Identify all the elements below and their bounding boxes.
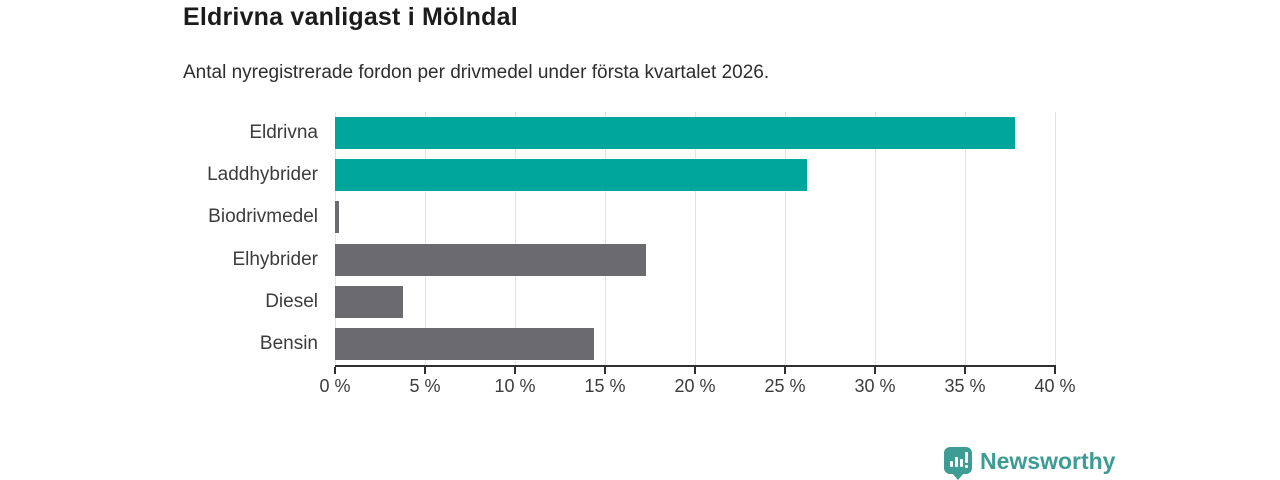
gridline: [605, 112, 606, 365]
category-label: Laddhybrider: [207, 164, 318, 186]
x-axis-tick: [334, 367, 336, 374]
gridline: [425, 112, 426, 365]
x-axis-tick-label: 0 %: [319, 376, 351, 396]
x-axis-tick: [424, 367, 426, 374]
x-axis-tick-label: 35 %: [944, 376, 986, 396]
brand-name: Newsworthy: [980, 448, 1116, 474]
gridline: [695, 112, 696, 365]
gridline: [335, 112, 336, 365]
category-axis-labels: Eldrivna Laddhybrider Biodrivmedel Elhybrid…: [0, 112, 318, 365]
x-axis-tick-label: 25 %: [764, 376, 806, 396]
gridline: [515, 112, 516, 365]
gridline: [1055, 112, 1056, 365]
x-axis-tick: [1054, 367, 1056, 374]
x-axis-tick: [964, 367, 966, 374]
x-axis-tick-label: 5 %: [409, 376, 441, 396]
gridline: [785, 112, 786, 365]
bar-diesel: [335, 285, 404, 318]
bar-eldrivna: [335, 117, 1016, 150]
x-axis-tick: [604, 367, 606, 374]
x-axis-tick-label: 15 %: [584, 376, 626, 396]
bar-biodrivmedel: [335, 201, 339, 234]
bar-laddhybrider: [335, 159, 807, 192]
category-label: Elhybrider: [232, 248, 318, 270]
chart-title: Eldrivna vanligast i Mölndal: [183, 3, 518, 31]
bar-bensin: [335, 327, 595, 360]
x-axis-tick: [784, 367, 786, 374]
bar-chart-speech-bubble-icon: [944, 447, 972, 480]
newsworthy-logo[interactable]: Newsworthy: [944, 446, 1115, 480]
x-axis-tick-label: 10 %: [494, 376, 536, 396]
gridline: [965, 112, 966, 365]
x-axis-tick: [694, 367, 696, 374]
x-axis-tick-label: 30 %: [854, 376, 896, 396]
category-label: Eldrivna: [249, 122, 318, 143]
x-axis-tick: [874, 367, 876, 374]
gridline: [875, 112, 876, 365]
category-label: Diesel: [265, 290, 318, 312]
bar-elhybrider: [335, 243, 647, 276]
category-label: Bensin: [259, 332, 318, 354]
plot-area: [335, 112, 1056, 365]
category-label: Biodrivmedel: [208, 206, 318, 228]
chart-subtitle: Antal nyregistrerade fordon per drivmede…: [183, 62, 770, 83]
x-axis-tick-label: 20 %: [674, 376, 716, 396]
x-axis-line: [335, 365, 1056, 367]
x-axis-tick: [514, 367, 516, 374]
x-axis-tick-label: 40 %: [1034, 376, 1076, 396]
